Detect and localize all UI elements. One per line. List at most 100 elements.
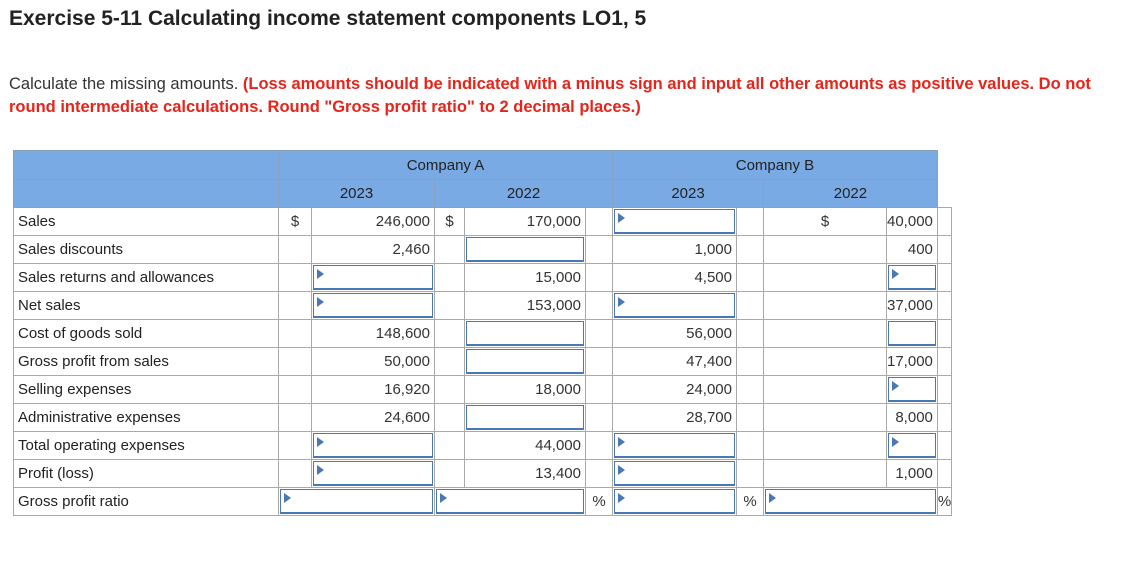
header-year-b-2023: 2023 <box>612 179 764 208</box>
spacer-cell <box>585 459 613 488</box>
row-label: Sales returns and allowances <box>13 263 279 292</box>
input-marker-icon <box>618 493 625 503</box>
amount-input-a-2022[interactable] <box>466 405 584 430</box>
currency-symbol <box>434 459 465 488</box>
spacer-cell <box>936 263 953 292</box>
currency-symbol <box>278 235 312 264</box>
input-marker-icon <box>892 269 899 279</box>
input-cell <box>311 459 435 488</box>
value-cell: 16,920 <box>311 375 435 404</box>
spacer-cell <box>936 235 953 264</box>
row-label: Cost of goods sold <box>13 319 279 348</box>
input-marker-icon <box>317 465 324 475</box>
input-cell <box>612 431 737 460</box>
amount-input-b-2022[interactable] <box>888 377 936 402</box>
instructions-lead: Calculate the missing amounts. <box>9 75 239 93</box>
spacer-cell <box>936 459 953 488</box>
amount-input-a-2022[interactable] <box>466 349 584 374</box>
input-marker-icon <box>618 437 625 447</box>
amount-input-a-2022[interactable] <box>436 489 584 514</box>
row-label: Gross profit ratio <box>13 487 279 516</box>
instructions: Calculate the missing amounts. (Loss amo… <box>9 73 1134 119</box>
header-company-b: Company B <box>612 150 938 180</box>
input-cell <box>311 291 435 320</box>
amount-input-a-2023[interactable] <box>280 489 433 514</box>
value-cell: 24,600 <box>311 403 435 432</box>
currency-symbol <box>278 319 312 348</box>
row-label: Profit (loss) <box>13 459 279 488</box>
amount-input-b-2023[interactable] <box>614 209 735 234</box>
percent-symbol: % <box>936 487 953 516</box>
row-label: Sales discounts <box>13 235 279 264</box>
input-marker-icon <box>892 437 899 447</box>
spacer-cell <box>736 459 764 488</box>
input-cell <box>886 375 938 404</box>
currency-symbol <box>434 431 465 460</box>
amount-input-b-2022[interactable] <box>888 265 936 290</box>
value-cell: 47,400 <box>612 347 737 376</box>
amount-input-b-2022[interactable] <box>888 321 936 346</box>
header-company-a: Company A <box>278 150 613 180</box>
input-marker-icon <box>317 437 324 447</box>
currency-symbol <box>434 235 465 264</box>
value-cell: 2,460 <box>311 235 435 264</box>
value-cell: 246,000 <box>311 207 435 236</box>
amount-input-a-2023[interactable] <box>313 265 433 290</box>
value-cell: 15,000 <box>464 263 586 292</box>
header-row-companies: Company A Company B <box>13 150 952 180</box>
value-cell: 40,000 <box>886 207 938 236</box>
table-row: Net sales 153,000 37,000 <box>13 291 953 320</box>
amount-input-b-2023[interactable] <box>614 293 735 318</box>
currency-symbol <box>763 375 887 404</box>
spacer-cell <box>585 403 613 432</box>
income-statement-table: Company A Company B 2023 2022 2023 2022 … <box>13 150 953 516</box>
header-blank <box>13 179 279 208</box>
spacer-cell <box>936 431 953 460</box>
spacer-cell <box>936 347 953 376</box>
input-marker-icon <box>769 493 776 503</box>
currency-symbol <box>278 347 312 376</box>
amount-input-b-2022[interactable] <box>888 433 936 458</box>
row-label: Net sales <box>13 291 279 320</box>
spacer-cell <box>936 291 953 320</box>
currency-symbol <box>763 347 887 376</box>
row-label: Gross profit from sales <box>13 347 279 376</box>
value-cell: 56,000 <box>612 319 737 348</box>
spacer-cell <box>736 403 764 432</box>
amount-input-b-2023[interactable] <box>614 489 735 514</box>
value-cell: 18,000 <box>464 375 586 404</box>
row-label: Administrative expenses <box>13 403 279 432</box>
spacer-cell <box>736 347 764 376</box>
amount-input-a-2023[interactable] <box>313 461 433 486</box>
spacer-cell <box>585 375 613 404</box>
input-cell <box>886 431 938 460</box>
amount-input-a-2023[interactable] <box>313 433 433 458</box>
amount-input-b-2022[interactable] <box>765 489 936 514</box>
table-row: Cost of goods sold 148,600 56,000 <box>13 319 953 348</box>
input-marker-icon <box>618 297 625 307</box>
amount-input-b-2023[interactable] <box>614 461 735 486</box>
amount-input-a-2022[interactable] <box>466 321 584 346</box>
value-cell: 37,000 <box>886 291 938 320</box>
row-label: Sales <box>13 207 279 236</box>
amount-input-a-2022[interactable] <box>466 237 584 262</box>
spacer-cell <box>736 235 764 264</box>
input-cell <box>612 487 737 516</box>
table-row: Sales returns and allowances 15,000 4,500 <box>13 263 953 292</box>
currency-symbol <box>763 319 887 348</box>
value-cell: 153,000 <box>464 291 586 320</box>
value-cell: 13,400 <box>464 459 586 488</box>
spacer-cell <box>585 291 613 320</box>
spacer-cell <box>736 431 764 460</box>
amount-input-a-2023[interactable] <box>313 293 433 318</box>
currency-symbol <box>434 291 465 320</box>
table-row: Gross profit from sales 50,000 47,400 17,00… <box>13 347 953 376</box>
input-marker-icon <box>892 381 899 391</box>
amount-input-b-2023[interactable] <box>614 433 735 458</box>
currency-symbol <box>434 319 465 348</box>
table-row: Total operating expenses 44,000 <box>13 431 953 460</box>
header-year-a-2023: 2023 <box>278 179 435 208</box>
currency-symbol <box>278 263 312 292</box>
spacer-cell <box>585 207 613 236</box>
value-cell: 50,000 <box>311 347 435 376</box>
